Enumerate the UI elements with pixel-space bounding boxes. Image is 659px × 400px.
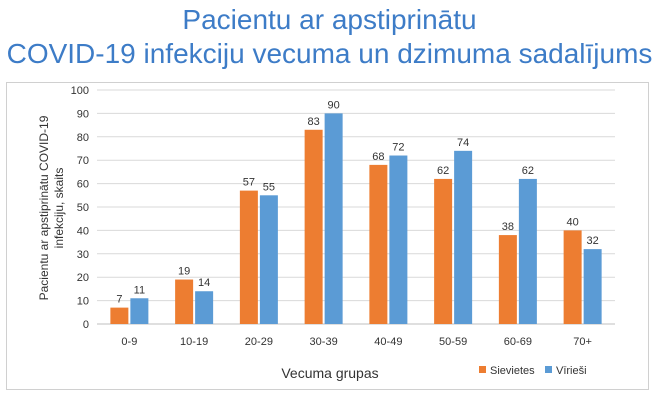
bar-vriei-30-39 — [324, 113, 343, 325]
bar-vriei-60-69 — [518, 178, 537, 324]
bar-sievietes-10-19 — [175, 279, 194, 324]
y-tick-label: 100 — [71, 85, 89, 97]
y-tick-label: 20 — [77, 272, 89, 284]
y-tick-label: 10 — [77, 296, 89, 308]
bar-sievietes-60-69 — [498, 235, 517, 324]
chart-frame — [6, 82, 649, 390]
bars: 7 11 19 14 57 55 83 90 68 72 62 74 38 62 40 32 — [110, 99, 602, 325]
y-tick-label: 40 — [77, 225, 89, 237]
data-label: 19 — [178, 266, 190, 278]
data-label: 83 — [308, 116, 320, 128]
data-label: 38 — [502, 221, 514, 233]
y-tick-label: 0 — [83, 319, 89, 331]
data-label: 62 — [437, 165, 449, 177]
data-label: 14 — [198, 277, 210, 289]
legend: Sievietes Vīrieši — [479, 365, 587, 377]
y-axis-label-line-2: infekciju, skaits — [52, 168, 66, 249]
y-tick-label: 70 — [77, 155, 89, 167]
x-tick-label: 50-59 — [439, 336, 467, 348]
y-tick-label: 90 — [77, 108, 89, 120]
gridlines — [97, 89, 615, 325]
data-label: 55 — [263, 181, 275, 193]
data-label: 62 — [522, 165, 534, 177]
y-tick-label: 30 — [77, 249, 89, 261]
x-tick-label: 10-19 — [180, 336, 208, 348]
data-label: 74 — [457, 137, 469, 149]
x-tick-label: 0-9 — [121, 336, 137, 348]
bar-vriei-20-29 — [259, 195, 278, 324]
legend-label-sievietes: Sievietes — [490, 365, 535, 377]
data-label: 68 — [372, 151, 384, 163]
x-tick-label: 60-69 — [504, 336, 532, 348]
data-label: 7 — [116, 294, 122, 306]
bar-vriei-50-59 — [454, 150, 473, 324]
legend-swatch-viriesi — [545, 366, 552, 373]
bar-sievietes-70+ — [563, 230, 582, 324]
data-label: 11 — [134, 284, 145, 296]
data-label: 57 — [243, 177, 255, 189]
bar-sievietes-0-9 — [110, 307, 129, 324]
legend-label-viriesi: Vīrieši — [556, 365, 587, 377]
bar-sievietes-30-39 — [304, 129, 323, 324]
chart-title-line-2: COVID-19 infekciju vecuma un dzimuma sad… — [6, 38, 653, 69]
bar-sievietes-20-29 — [239, 190, 258, 324]
bar-vriei-0-9 — [130, 298, 149, 324]
bar-vriei-40-49 — [389, 155, 408, 324]
data-label: 90 — [328, 99, 340, 111]
x-tick-label: 40-49 — [374, 336, 402, 348]
x-tick-label: 30-39 — [310, 336, 338, 348]
y-tick-label: 80 — [77, 132, 89, 144]
x-tick-label: 20-29 — [245, 336, 273, 348]
data-label: 32 — [587, 235, 599, 247]
y-axis-label-line-1: Pacientu ar apstiprinātu COVID-19 — [37, 115, 51, 300]
y-tick-label: 50 — [77, 202, 89, 214]
chart-title-line-1: Pacientu ar apstiprinātu — [182, 4, 477, 35]
bar-vriei-70+ — [583, 249, 602, 324]
bar-sievietes-40-49 — [369, 164, 388, 324]
y-axis-ticks: 0 10 20 30 40 50 60 70 80 90 100 — [71, 85, 89, 331]
data-label: 72 — [392, 142, 404, 154]
bar-vriei-10-19 — [195, 291, 214, 324]
data-label: 40 — [567, 216, 579, 228]
x-axis-ticks: 0-9 10-19 20-29 30-39 40-49 50-59 60-69 70+ — [121, 336, 592, 348]
bar-sievietes-50-59 — [434, 178, 453, 324]
x-tick-label: 70+ — [573, 336, 592, 348]
x-axis-label: Vecuma grupas — [281, 365, 378, 381]
legend-swatch-sievietes — [479, 366, 486, 373]
y-tick-label: 60 — [77, 179, 89, 191]
